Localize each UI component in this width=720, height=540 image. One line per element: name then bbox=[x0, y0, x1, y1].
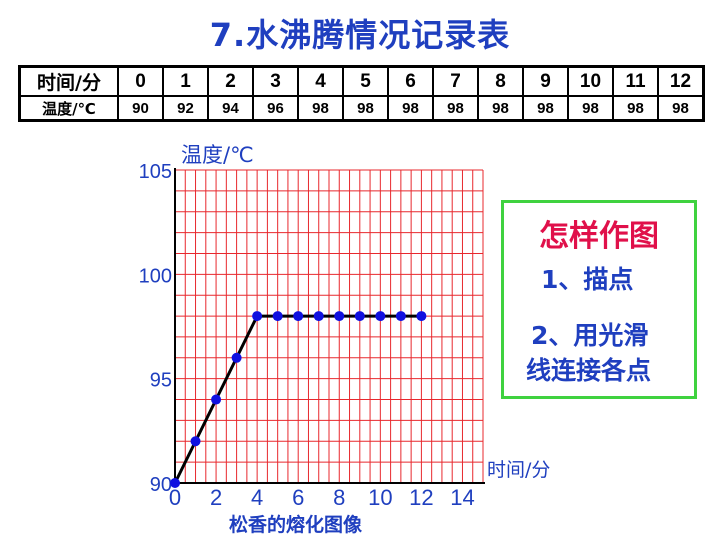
data-point bbox=[375, 311, 386, 322]
time-row: 时间/分 0 1 2 3 4 5 6 7 8 9 10 11 12 bbox=[18, 65, 705, 97]
time-cell: 9 bbox=[522, 65, 569, 97]
x-axis-label: 时间/分 bbox=[487, 459, 551, 481]
time-cell: 2 bbox=[207, 65, 254, 97]
x-tick-label: 10 bbox=[368, 485, 392, 510]
temp-cell: 98 bbox=[297, 95, 344, 122]
time-cell: 10 bbox=[567, 65, 614, 97]
data-point bbox=[416, 311, 427, 322]
y-tick-label: 90 bbox=[150, 474, 172, 496]
x-tick-label: 14 bbox=[450, 485, 474, 510]
time-cell: 3 bbox=[252, 65, 299, 97]
temp-row: 温度/℃ 90 92 94 96 98 98 98 98 98 98 98 98… bbox=[18, 95, 705, 122]
y-tick-label: 100 bbox=[139, 265, 172, 287]
x-tick-label: 0 bbox=[169, 485, 181, 510]
time-cell: 0 bbox=[117, 65, 164, 97]
time-cell: 12 bbox=[657, 65, 705, 97]
data-point bbox=[252, 311, 263, 322]
time-cell: 6 bbox=[387, 65, 434, 97]
temp-cell: 98 bbox=[657, 95, 705, 122]
page-title: 7.水沸腾情况记录表 bbox=[209, 16, 511, 54]
temp-cell: 92 bbox=[162, 95, 209, 122]
x-tick-label: 6 bbox=[292, 485, 304, 510]
temp-cell: 98 bbox=[342, 95, 389, 122]
data-point bbox=[231, 352, 242, 363]
x-tick-label: 2 bbox=[210, 485, 222, 510]
data-point bbox=[334, 311, 345, 322]
time-cell: 8 bbox=[477, 65, 524, 97]
howto-box: 怎样作图 1、描点 2、用光滑 线连接各点 bbox=[501, 200, 697, 399]
x-tick-label: 12 bbox=[409, 485, 433, 510]
time-cell: 11 bbox=[612, 65, 659, 97]
temp-cell: 90 bbox=[117, 95, 164, 122]
y-axis-label: 温度/℃ bbox=[181, 143, 254, 167]
data-point bbox=[313, 311, 324, 322]
temp-cell: 98 bbox=[567, 95, 614, 122]
temp-cell: 94 bbox=[207, 95, 254, 122]
howto-step-2-line-1: 2、用光滑 bbox=[531, 321, 649, 350]
time-cell: 5 bbox=[342, 65, 389, 97]
data-point bbox=[190, 436, 201, 447]
x-tick-label: 8 bbox=[333, 485, 345, 510]
data-point bbox=[211, 394, 222, 405]
time-cell: 4 bbox=[297, 65, 344, 97]
y-tick-label: 95 bbox=[150, 370, 172, 392]
time-cell: 1 bbox=[162, 65, 209, 97]
data-point bbox=[395, 311, 406, 322]
howto-step-2-line-2: 线连接各点 bbox=[526, 356, 652, 385]
howto-title: 怎样作图 bbox=[539, 219, 659, 254]
temp-cell: 98 bbox=[477, 95, 524, 122]
data-point bbox=[354, 311, 365, 322]
x-tick-label: 4 bbox=[251, 485, 263, 510]
temp-cell: 98 bbox=[522, 95, 569, 122]
y-tick-label: 105 bbox=[139, 161, 172, 183]
chart-caption: 松香的熔化图像 bbox=[229, 514, 363, 536]
data-point bbox=[293, 311, 304, 322]
data-point bbox=[272, 311, 283, 322]
record-table: 时间/分 0 1 2 3 4 5 6 7 8 9 10 11 12 温度/℃ 9… bbox=[18, 65, 705, 122]
time-cell: 7 bbox=[432, 65, 479, 97]
temp-cell: 98 bbox=[387, 95, 434, 122]
data-point bbox=[170, 478, 180, 488]
howto-step-1: 1、描点 bbox=[541, 265, 634, 294]
temp-header: 温度/℃ bbox=[18, 95, 119, 122]
time-header: 时间/分 bbox=[18, 65, 119, 97]
temp-cell: 98 bbox=[612, 95, 659, 122]
temp-cell: 96 bbox=[252, 95, 299, 122]
temp-cell: 98 bbox=[432, 95, 479, 122]
